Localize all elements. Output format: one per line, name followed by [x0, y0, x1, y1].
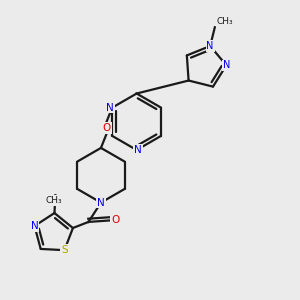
Text: N: N: [97, 198, 105, 208]
Text: S: S: [61, 245, 68, 255]
Text: N: N: [106, 103, 114, 112]
Text: O: O: [111, 215, 119, 225]
Text: N: N: [134, 145, 142, 155]
Text: N: N: [31, 221, 38, 231]
Text: CH₃: CH₃: [46, 196, 62, 205]
Text: N: N: [206, 41, 214, 51]
Text: N: N: [223, 60, 230, 70]
Text: CH₃: CH₃: [216, 17, 233, 26]
Text: O: O: [102, 123, 111, 133]
